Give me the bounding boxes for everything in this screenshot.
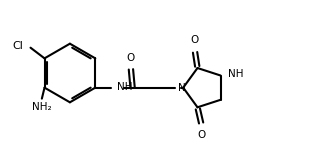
Text: O: O (127, 53, 135, 63)
Text: O: O (191, 35, 199, 45)
Text: NH: NH (228, 69, 244, 79)
Text: NH: NH (117, 82, 132, 92)
Text: O: O (197, 130, 206, 140)
Text: Cl: Cl (12, 41, 23, 51)
Text: N: N (178, 83, 186, 93)
Text: NH₂: NH₂ (32, 102, 52, 112)
